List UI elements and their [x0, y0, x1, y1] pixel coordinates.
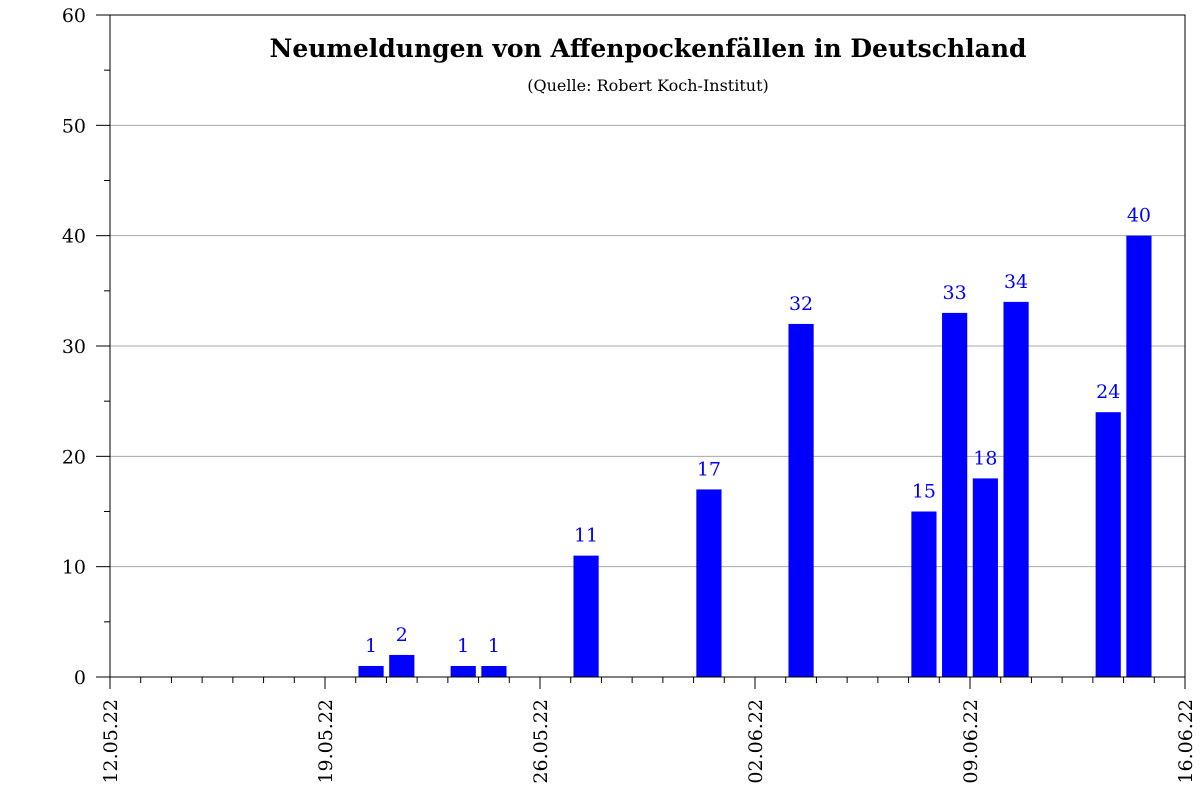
value-label: 1: [365, 635, 377, 657]
x-axis: 12.05.22 19.05.22 26.05.22 02.06.22 09.06.22…: [100, 677, 1197, 784]
value-label: 24: [1096, 381, 1120, 403]
y-tick-label: 20: [62, 446, 86, 468]
value-label: 1: [488, 635, 500, 657]
x-tick-label: 26.05.22: [530, 699, 552, 784]
value-label: 40: [1127, 205, 1151, 227]
y-tick-label: 50: [62, 115, 86, 137]
chart-title: Neumeldungen von Affenpockenfällen in De…: [270, 34, 1027, 63]
value-label: 2: [396, 624, 408, 646]
bar: [972, 478, 998, 677]
x-tick-label: 16.06.22: [1175, 699, 1197, 784]
bar: [450, 665, 476, 677]
x-tick-label: 19.05.22: [315, 699, 337, 784]
value-label: 1: [457, 635, 469, 657]
bar: [911, 511, 937, 677]
y-axis: 0 10 20 30 40 50 60: [62, 5, 110, 689]
bar: [696, 489, 722, 677]
value-label: 32: [789, 293, 813, 315]
value-label: 33: [943, 282, 967, 304]
bar: [1003, 301, 1029, 677]
y-tick-label: 40: [62, 226, 86, 248]
bar: [788, 323, 814, 677]
bar: [1126, 235, 1152, 677]
value-label: 11: [574, 525, 598, 547]
value-label: 18: [973, 447, 997, 469]
x-tick-label: 09.06.22: [960, 699, 982, 784]
x-tick-label: 12.05.22: [100, 699, 122, 784]
y-tick-label: 10: [62, 557, 86, 579]
bar: [942, 312, 968, 677]
bar: [1095, 412, 1121, 677]
bar: [389, 654, 415, 677]
bar: [573, 555, 599, 677]
x-tick-label: 02.06.22: [745, 699, 767, 784]
y-tick-label: 30: [62, 336, 86, 358]
value-label: 15: [912, 481, 936, 503]
bar: [358, 665, 384, 677]
bars: [358, 235, 1152, 677]
y-tick-label: 60: [62, 5, 86, 27]
value-label: 17: [697, 458, 721, 480]
bar: [481, 665, 507, 677]
chart-subtitle: (Quelle: Robert Koch-Institut): [527, 76, 768, 95]
y-tick-label: 0: [74, 667, 86, 689]
value-label: 34: [1004, 271, 1028, 293]
